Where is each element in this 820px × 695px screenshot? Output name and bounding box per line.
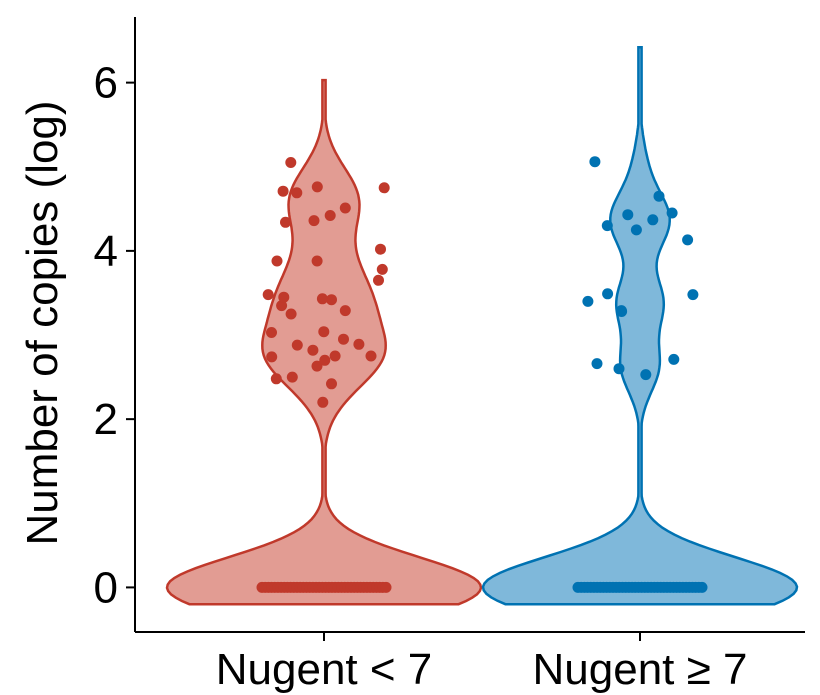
data-point — [339, 305, 351, 317]
data-point — [653, 190, 665, 202]
x-axis-ticks: Nugent < 7 Nugent ≥ 7 — [216, 632, 748, 694]
data-point — [286, 371, 298, 383]
data-point — [316, 293, 328, 305]
x-tick-label: Nugent < 7 — [216, 645, 433, 694]
data-point — [285, 157, 297, 168]
data-point — [311, 360, 323, 372]
data-point — [339, 202, 351, 214]
data-point — [589, 156, 601, 168]
data-point — [582, 295, 594, 307]
data-point — [682, 234, 694, 246]
point-layer — [256, 156, 708, 593]
data-point — [318, 326, 330, 338]
data-point — [311, 181, 323, 193]
data-point — [280, 216, 291, 228]
data-point — [622, 209, 634, 221]
data-point — [262, 289, 274, 301]
data-point — [329, 350, 341, 362]
y-tick-label: 2 — [94, 395, 118, 444]
data-point — [326, 294, 337, 306]
data-point — [602, 288, 614, 300]
data-point — [353, 338, 365, 350]
data-point — [266, 351, 278, 363]
y-tick-label: 6 — [94, 59, 118, 108]
data-point — [276, 300, 288, 312]
data-point — [687, 289, 699, 301]
data-point — [647, 214, 659, 226]
plot-area — [165, 46, 799, 606]
data-point — [307, 344, 319, 356]
data-point — [365, 350, 377, 362]
data-point — [291, 339, 303, 351]
data-point — [308, 215, 320, 227]
x-tick-label: Nugent ≥ 7 — [533, 645, 748, 694]
data-point — [373, 274, 384, 286]
data-point — [291, 187, 303, 199]
data-point — [640, 369, 652, 381]
data-point — [338, 333, 349, 345]
data-point — [696, 581, 708, 593]
data-point — [591, 358, 603, 370]
violin-layer — [165, 46, 799, 606]
data-point — [666, 207, 678, 219]
y-axis-title: Number of copies (log) — [18, 100, 67, 545]
data-point — [285, 308, 297, 320]
data-point — [277, 185, 289, 197]
data-point — [278, 291, 290, 303]
data-point — [601, 220, 613, 232]
data-point — [270, 373, 282, 385]
data-point — [311, 255, 323, 267]
data-point — [324, 210, 336, 221]
data-point — [378, 182, 390, 194]
data-point — [375, 243, 386, 255]
data-point — [376, 263, 388, 275]
y-tick-label: 4 — [94, 227, 118, 276]
data-point — [271, 255, 283, 267]
y-tick-label: 0 — [94, 563, 118, 612]
violin-2 — [481, 46, 799, 606]
data-point — [326, 378, 337, 390]
violin-1 — [165, 78, 483, 606]
data-point — [615, 305, 627, 317]
data-point — [317, 396, 329, 408]
data-point — [380, 581, 392, 593]
data-point — [613, 363, 625, 375]
data-point — [668, 353, 680, 365]
data-point — [630, 224, 642, 236]
data-point — [266, 327, 277, 338]
y-axis-ticks: 0 2 4 6 — [94, 59, 135, 612]
data-point — [319, 354, 331, 366]
